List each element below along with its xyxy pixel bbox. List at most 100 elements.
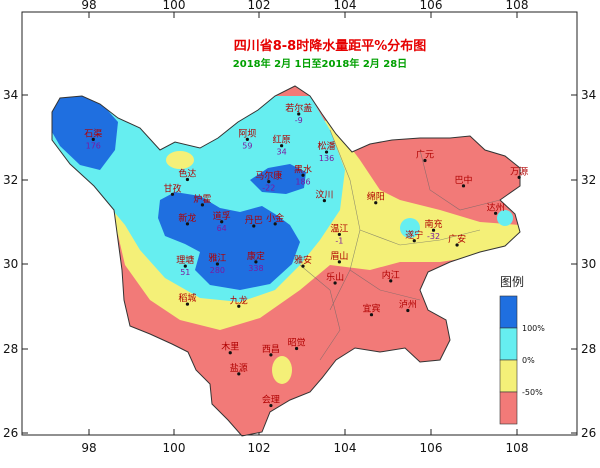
station-name: 内江 xyxy=(382,269,400,281)
station-name: 道孚 xyxy=(213,210,231,222)
station-dot xyxy=(183,264,187,268)
station-name: 黑水 xyxy=(294,163,312,175)
station: 达州 xyxy=(487,201,505,215)
x-tick-108: 108 xyxy=(506,0,529,12)
x-tick-98-bottom: 98 xyxy=(81,441,96,455)
zone-above-100-west xyxy=(52,96,118,170)
station: 理塘 51 xyxy=(176,254,194,277)
station-name: 会理 xyxy=(262,394,280,406)
station-value: 34 xyxy=(277,148,287,157)
zone-cyan-small-2 xyxy=(497,210,513,226)
legend-label-minus50: -50% xyxy=(522,388,543,397)
y-tick-34-right: 34 xyxy=(581,88,596,102)
station-value: -9 xyxy=(295,116,303,125)
legend: 图例 100% 0% -50% xyxy=(499,275,545,425)
station: 新龙 xyxy=(178,212,196,226)
y-tick-26: 26 xyxy=(3,426,18,440)
station: 西昌 xyxy=(262,344,280,357)
station: 巴中 xyxy=(454,174,473,188)
station: 汶川 xyxy=(315,189,333,203)
zone-above-100-central xyxy=(158,192,300,290)
station: 万源 xyxy=(510,166,528,179)
station-name: 石渠 xyxy=(84,127,102,139)
y-tick-28-right: 28 xyxy=(581,342,596,356)
station: 南充 -32 xyxy=(425,218,443,241)
x-tick-106-bottom: 106 xyxy=(420,441,443,455)
station: 盐源 xyxy=(230,362,248,376)
y-tick-labels-right: 34 32 30 28 26 xyxy=(581,88,596,440)
station-dot xyxy=(269,403,273,408)
station: 雅江 280 xyxy=(208,252,226,275)
station-name: 雅江 xyxy=(208,252,226,264)
station-value: 176 xyxy=(86,141,101,150)
station-name: 康定 xyxy=(247,250,265,262)
legend-label-0: 0% xyxy=(522,356,535,365)
legend-label-100: 100% xyxy=(522,324,545,333)
station: 道孚 64 xyxy=(213,210,231,233)
legend-swatch-0-to-100 xyxy=(499,327,518,361)
station-dot xyxy=(273,222,277,226)
station-name: 眉山 xyxy=(330,251,348,262)
station-dot xyxy=(337,260,341,264)
station-name: 若尔盖 xyxy=(285,102,312,114)
station-dot xyxy=(324,150,329,154)
station-name: 汶川 xyxy=(315,189,333,201)
station-dot xyxy=(369,313,374,317)
station-name: 巴中 xyxy=(454,174,472,186)
legend-swatch-minus50-to-0 xyxy=(499,359,518,393)
station: 眉山 xyxy=(330,251,348,264)
station: 广安 xyxy=(448,233,466,247)
station-name: 雅安 xyxy=(294,254,312,266)
station-dot xyxy=(374,201,378,205)
station-name: 广安 xyxy=(448,233,466,245)
y-tick-26-right: 26 xyxy=(581,426,596,440)
station: 黑水 186 xyxy=(294,163,312,186)
station: 丹巴 xyxy=(245,215,263,228)
station-dot xyxy=(237,372,241,376)
station-value: 280 xyxy=(210,266,225,275)
station-name: 甘孜 xyxy=(163,182,181,194)
stations: 石渠 176 若尔盖 -9 阿坝 59 红原 34 松潘 136 马尔康 -22 黑水 186 甘孜 色达炉霍… xyxy=(84,102,528,408)
station-dot xyxy=(412,239,416,243)
station-value: -32 xyxy=(427,232,440,241)
x-tick-98: 98 xyxy=(81,0,96,12)
x-tick-104-bottom: 104 xyxy=(334,441,357,455)
station-dot xyxy=(301,173,305,177)
station-name: 松潘 xyxy=(318,140,336,152)
station-dot xyxy=(185,177,190,182)
x-tick-106: 106 xyxy=(420,0,443,12)
y-tick-28: 28 xyxy=(3,342,18,356)
station: 石渠 176 xyxy=(84,127,102,150)
station-name: 昭觉 xyxy=(288,338,306,349)
station-name: 稻城 xyxy=(178,293,196,304)
y-tick-32-right: 32 xyxy=(581,173,596,187)
station-name: 南充 xyxy=(425,218,443,230)
x-tick-102: 102 xyxy=(248,0,271,12)
station-name: 西昌 xyxy=(262,344,280,355)
station: 绵阳 xyxy=(367,191,385,205)
station-dot xyxy=(170,192,175,196)
station: 泸州 xyxy=(399,299,417,313)
y-tick-32: 32 xyxy=(3,173,18,187)
station: 木里 xyxy=(221,341,239,355)
station: 红原 34 xyxy=(273,134,291,157)
station-name: 红原 xyxy=(273,134,291,146)
station-value: 136 xyxy=(319,154,334,163)
zone-above-100-north xyxy=(250,164,306,194)
station-value: -1 xyxy=(335,236,343,245)
station-dot xyxy=(200,203,205,207)
station: 九龙 xyxy=(230,294,248,308)
station-name: 理塘 xyxy=(176,254,194,266)
station-dot xyxy=(237,304,241,308)
station-name: 色达 xyxy=(178,168,196,180)
station-name: 乐山 xyxy=(326,271,344,283)
station-dot xyxy=(267,180,271,184)
station-dot xyxy=(297,112,301,116)
station: 康定 338 xyxy=(247,250,265,273)
station-dot xyxy=(431,228,436,232)
station-value: 59 xyxy=(242,141,252,150)
station-name: 绵阳 xyxy=(367,191,385,203)
station-dot xyxy=(91,137,95,141)
y-tick-30-right: 30 xyxy=(581,257,596,271)
